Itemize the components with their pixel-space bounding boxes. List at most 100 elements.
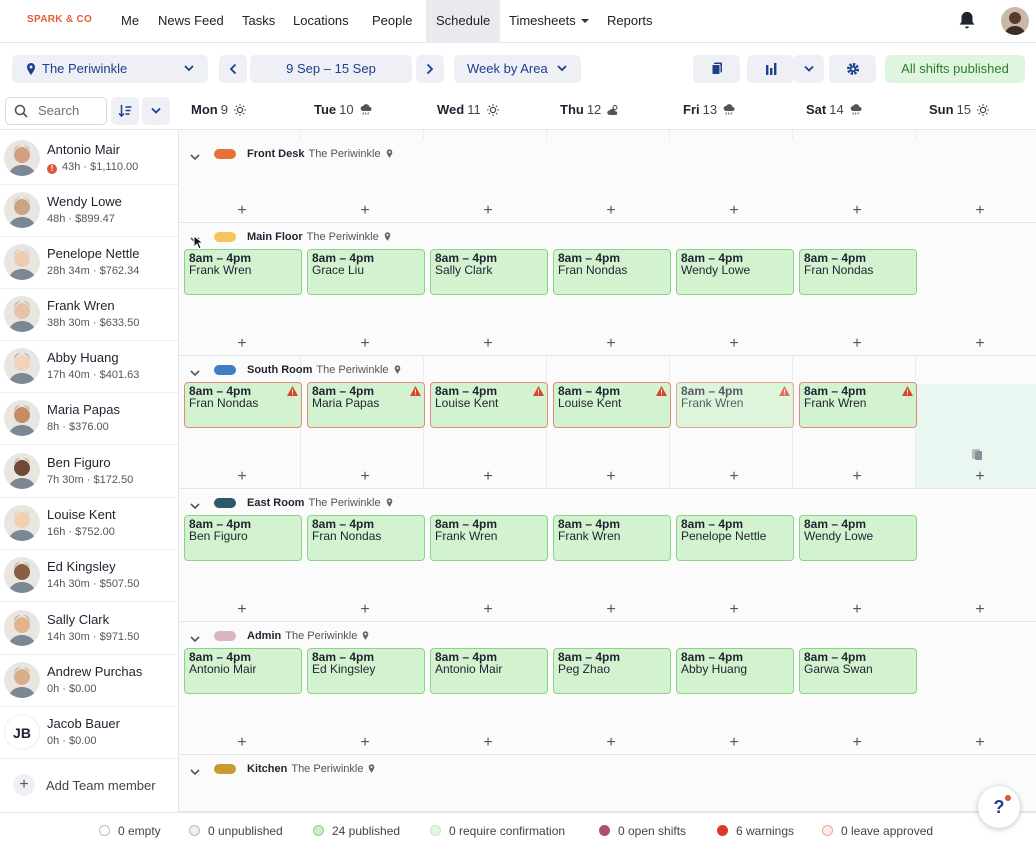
stats-button[interactable] bbox=[747, 55, 794, 83]
shift-card[interactable]: 8am – 4pm Grace Liu bbox=[307, 249, 425, 295]
nav-item-news-feed[interactable]: News Feed bbox=[148, 0, 234, 43]
add-shift-button[interactable]: + bbox=[237, 468, 247, 485]
add-shift-button[interactable]: + bbox=[729, 601, 739, 618]
add-shift-button[interactable]: + bbox=[606, 468, 616, 485]
team-member-row[interactable]: Penelope Nettle 28h 34m · $762.34 bbox=[0, 237, 178, 289]
add-shift-button[interactable]: + bbox=[606, 335, 616, 352]
add-shift-button[interactable]: + bbox=[360, 468, 370, 485]
shift-card[interactable]: 8am – 4pm Frank Wren bbox=[184, 249, 302, 295]
add-shift-button[interactable]: + bbox=[483, 202, 493, 219]
add-shift-button[interactable]: + bbox=[237, 202, 247, 219]
next-week-button[interactable] bbox=[416, 55, 444, 83]
collapse-chevron-icon[interactable] bbox=[190, 763, 200, 781]
shift-card[interactable]: 8am – 4pm Louise Kent bbox=[553, 382, 671, 428]
shift-card[interactable]: 8am – 4pm Antonio Mair bbox=[430, 648, 548, 694]
team-member-row[interactable]: Sally Clark 14h 30m · $971.50 bbox=[0, 603, 178, 655]
add-shift-button[interactable]: + bbox=[483, 335, 493, 352]
team-member-row[interactable]: Wendy Lowe 48h · $899.47 bbox=[0, 185, 178, 237]
settings-button[interactable] bbox=[829, 55, 876, 83]
add-shift-button[interactable]: + bbox=[852, 601, 862, 618]
add-shift-button[interactable]: + bbox=[360, 202, 370, 219]
sort-button[interactable] bbox=[111, 97, 139, 125]
add-shift-button[interactable]: + bbox=[360, 335, 370, 352]
add-shift-button[interactable]: + bbox=[975, 202, 985, 219]
view-select[interactable]: Week by Area bbox=[454, 55, 581, 83]
add-team-member-button[interactable]: + Add Team member bbox=[0, 768, 178, 802]
shift-card[interactable]: 8am – 4pm Fran Nondas bbox=[553, 249, 671, 295]
prev-week-button[interactable] bbox=[219, 55, 247, 83]
shift-card[interactable]: 8am – 4pm Wendy Lowe bbox=[799, 515, 917, 561]
nav-item-reports[interactable]: Reports bbox=[597, 0, 663, 43]
shift-card[interactable]: 8am – 4pm Fran Nondas bbox=[184, 382, 302, 428]
add-shift-button[interactable]: + bbox=[237, 601, 247, 618]
shift-card[interactable]: 8am – 4pm Sally Clark bbox=[430, 249, 548, 295]
add-shift-button[interactable]: + bbox=[729, 335, 739, 352]
add-shift-button[interactable]: + bbox=[852, 468, 862, 485]
sort-dropdown[interactable] bbox=[142, 97, 170, 125]
add-shift-button[interactable]: + bbox=[483, 601, 493, 618]
nav-item-people[interactable]: People bbox=[362, 0, 422, 43]
team-member-row[interactable]: Ed Kingsley 14h 30m · $507.50 bbox=[0, 550, 178, 602]
shift-card[interactable]: 8am – 4pm Frank Wren bbox=[799, 382, 917, 428]
shift-card[interactable]: 8am – 4pm Ben Figuro bbox=[184, 515, 302, 561]
shift-card[interactable]: 8am – 4pm Garwa Swan bbox=[799, 648, 917, 694]
shift-card[interactable]: 8am – 4pm Fran Nondas bbox=[799, 249, 917, 295]
add-shift-button[interactable]: + bbox=[606, 202, 616, 219]
add-shift-button[interactable]: + bbox=[606, 734, 616, 751]
team-member-row[interactable]: JB Jacob Bauer 0h · $0.00 bbox=[0, 707, 178, 759]
team-member-row[interactable]: Louise Kent 16h · $752.00 bbox=[0, 498, 178, 550]
nav-item-tasks[interactable]: Tasks bbox=[232, 0, 285, 43]
shift-card[interactable]: 8am – 4pm Wendy Lowe bbox=[676, 249, 794, 295]
copy-shifts-button[interactable] bbox=[693, 55, 740, 83]
help-button[interactable]: ? bbox=[978, 786, 1020, 828]
nav-item-schedule[interactable]: Schedule bbox=[426, 0, 501, 43]
add-shift-button[interactable]: + bbox=[360, 734, 370, 751]
add-shift-button[interactable]: + bbox=[975, 734, 985, 751]
team-member-row[interactable]: Ben Figuro 7h 30m · $172.50 bbox=[0, 446, 178, 498]
add-shift-button[interactable]: + bbox=[975, 335, 985, 352]
paste-icon[interactable] bbox=[971, 448, 983, 461]
more-options-dropdown[interactable] bbox=[794, 55, 824, 83]
search-input[interactable]: Search bbox=[5, 97, 107, 125]
team-member-row[interactable]: Frank Wren 38h 30m · $633.50 bbox=[0, 289, 178, 341]
shift-card[interactable]: 8am – 4pm Ed Kingsley bbox=[307, 648, 425, 694]
team-member-row[interactable]: Abby Huang 17h 40m · $401.63 bbox=[0, 341, 178, 393]
add-shift-button[interactable]: + bbox=[483, 734, 493, 751]
collapse-chevron-icon[interactable] bbox=[190, 148, 200, 166]
add-shift-button[interactable]: + bbox=[606, 601, 616, 618]
add-shift-button[interactable]: + bbox=[729, 468, 739, 485]
shift-card[interactable]: 8am – 4pm Penelope Nettle bbox=[676, 515, 794, 561]
collapse-chevron-icon[interactable] bbox=[190, 364, 200, 382]
add-shift-button[interactable]: + bbox=[729, 202, 739, 219]
shift-card[interactable]: 8am – 4pm Maria Papas bbox=[307, 382, 425, 428]
add-shift-button[interactable]: + bbox=[237, 335, 247, 352]
shift-card[interactable]: 8am – 4pm Louise Kent bbox=[430, 382, 548, 428]
collapse-chevron-icon[interactable] bbox=[190, 630, 200, 648]
add-shift-button[interactable]: + bbox=[237, 734, 247, 751]
location-select[interactable]: The Periwinkle bbox=[12, 55, 208, 83]
shift-card[interactable]: 8am – 4pm Frank Wren bbox=[430, 515, 548, 561]
team-member-row[interactable]: Andrew Purchas 0h · $0.00 bbox=[0, 655, 178, 707]
date-range-picker[interactable]: 9 Sep – 15 Sep bbox=[250, 55, 412, 83]
add-shift-button[interactable]: + bbox=[852, 202, 862, 219]
add-shift-button[interactable]: + bbox=[852, 734, 862, 751]
nav-item-locations[interactable]: Locations bbox=[283, 0, 359, 43]
shift-card[interactable]: 8am – 4pm Frank Wren bbox=[553, 515, 671, 561]
add-shift-button[interactable]: + bbox=[852, 335, 862, 352]
shift-card[interactable]: 8am – 4pm Antonio Mair bbox=[184, 648, 302, 694]
user-avatar[interactable] bbox=[1001, 7, 1029, 35]
bell-icon[interactable] bbox=[956, 10, 978, 32]
shift-card[interactable]: 8am – 4pm Peg Zhao bbox=[553, 648, 671, 694]
nav-item-me[interactable]: Me bbox=[111, 0, 149, 43]
collapse-chevron-icon[interactable] bbox=[190, 497, 200, 515]
add-shift-button[interactable]: + bbox=[975, 601, 985, 618]
add-shift-button[interactable]: + bbox=[729, 734, 739, 751]
shift-card[interactable]: 8am – 4pm Abby Huang bbox=[676, 648, 794, 694]
add-shift-button[interactable]: + bbox=[483, 468, 493, 485]
nav-item-timesheets[interactable]: Timesheets bbox=[499, 0, 599, 43]
add-shift-button[interactable]: + bbox=[360, 601, 370, 618]
shift-card[interactable]: 8am – 4pm Fran Nondas bbox=[307, 515, 425, 561]
team-member-row[interactable]: Antonio Mair! 43h · $1,110.00 bbox=[0, 133, 178, 185]
publish-status-button[interactable]: All shifts published bbox=[885, 55, 1025, 83]
team-member-row[interactable]: Maria Papas 8h · $376.00 bbox=[0, 393, 178, 445]
